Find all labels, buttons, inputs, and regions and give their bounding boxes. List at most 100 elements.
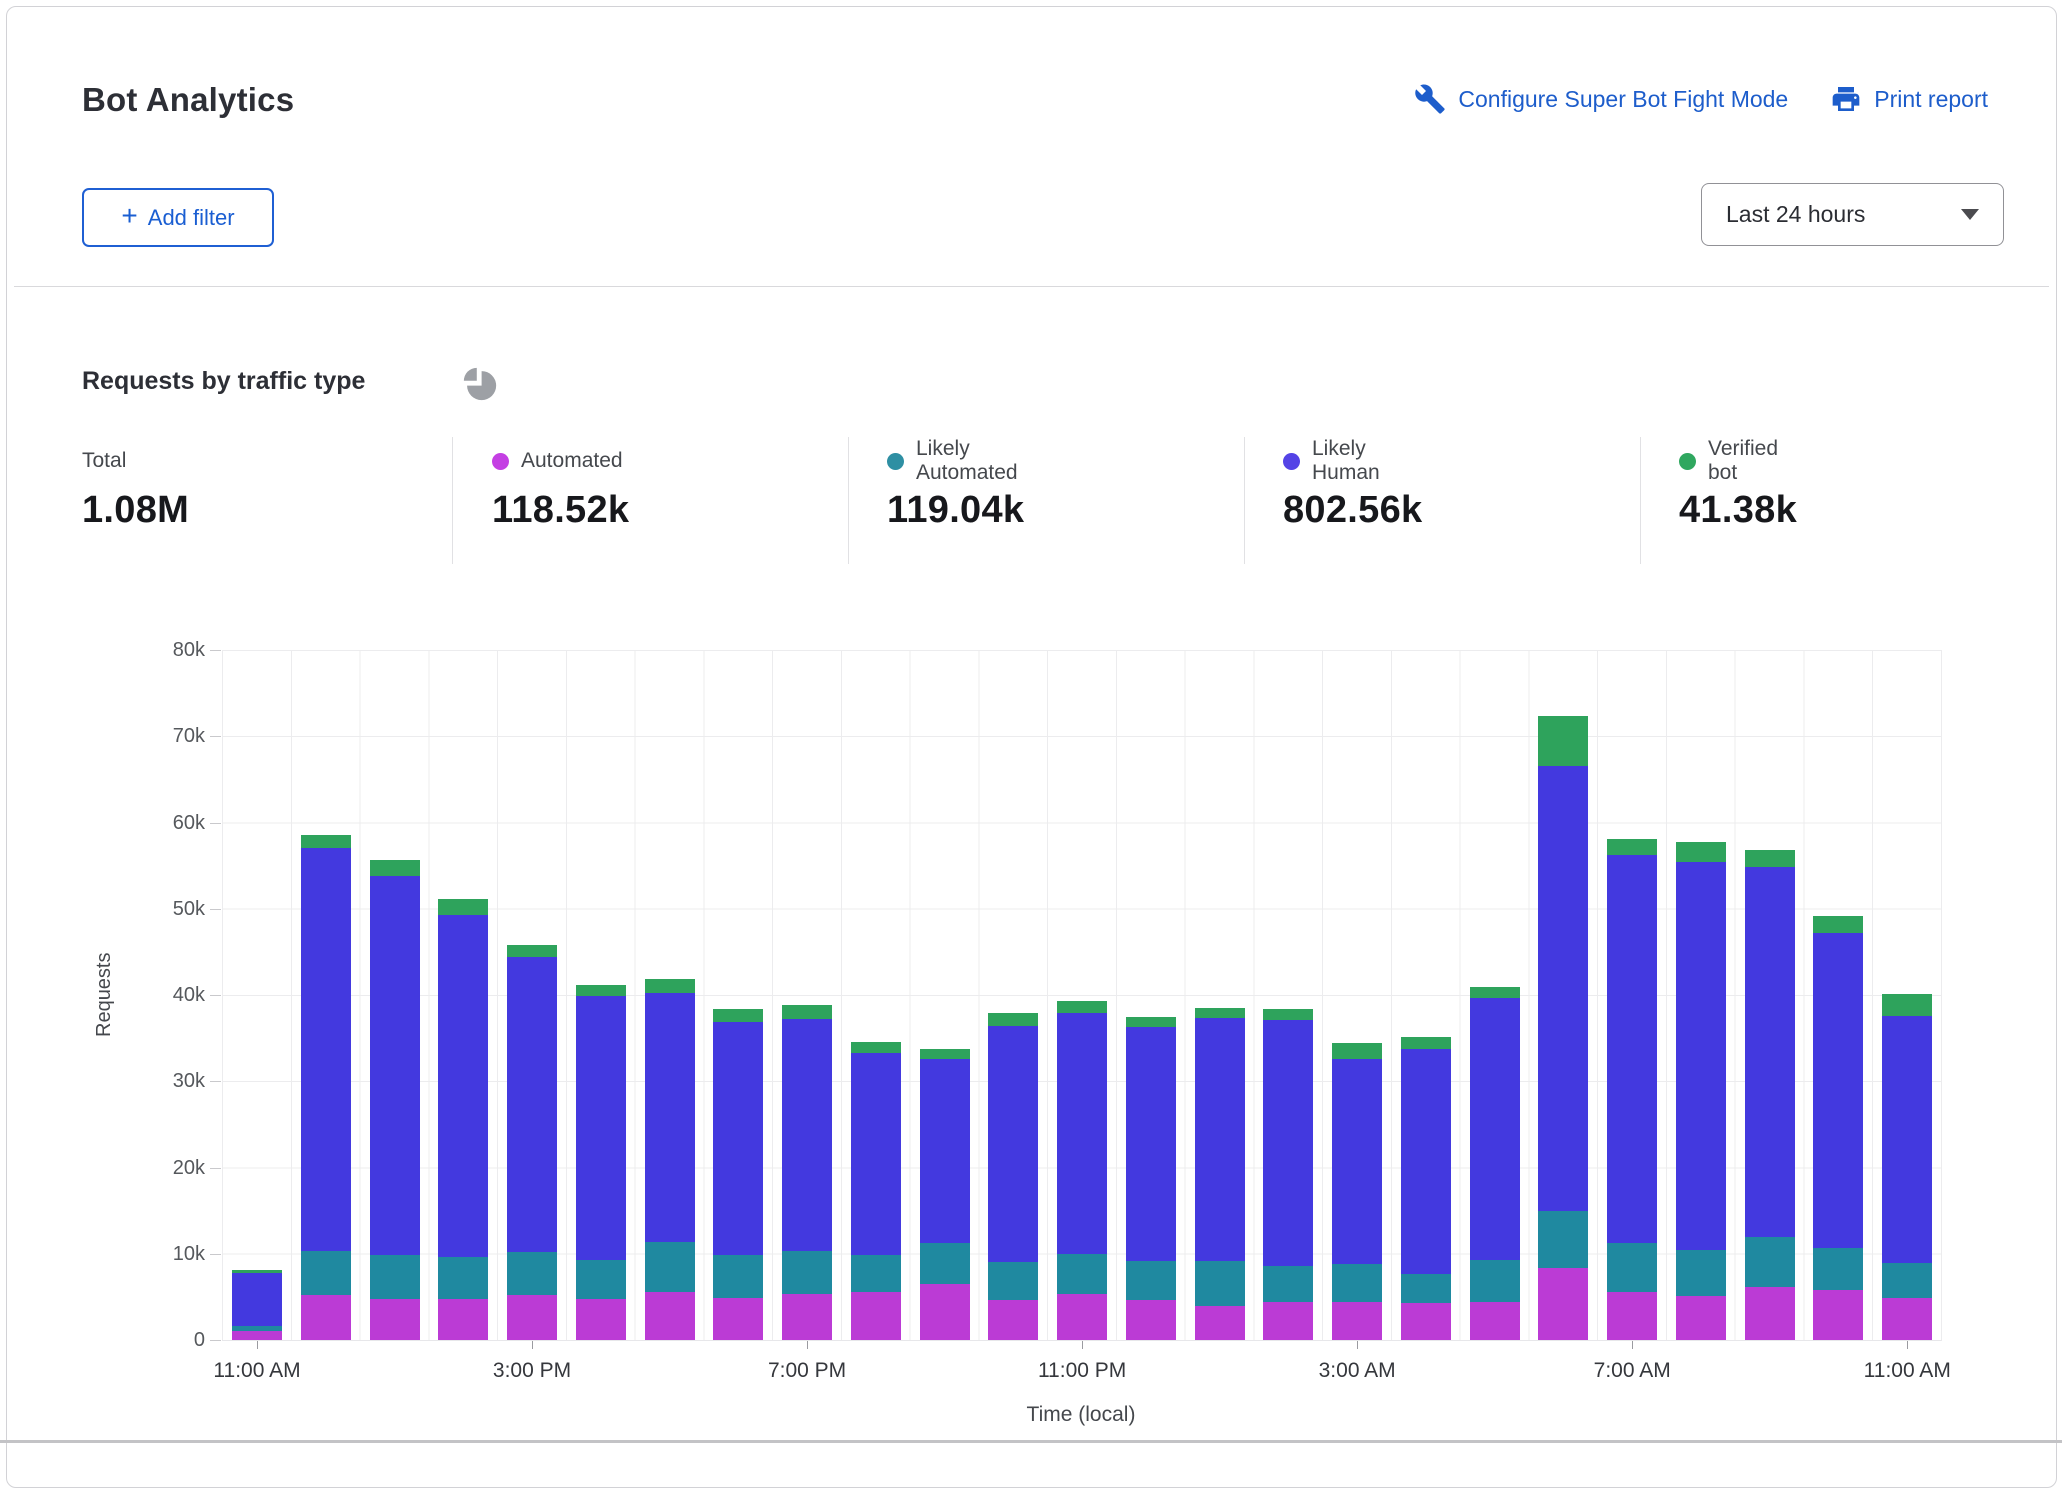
bar-7-6-00-pm[interactable]	[713, 1008, 764, 1340]
bar-segment-likely-automated[interactable]	[1538, 1210, 1589, 1269]
bar-18-5-00-am[interactable]	[1469, 987, 1520, 1340]
bar-segment-verified-bot[interactable]	[1813, 915, 1864, 933]
bar-segment-verified-bot[interactable]	[1400, 1037, 1451, 1050]
bar-segment-verified-bot[interactable]	[507, 945, 558, 958]
bar-segment-likely-automated[interactable]	[575, 1259, 626, 1299]
bar-segment-automated[interactable]	[1125, 1300, 1176, 1340]
bar-segment-automated[interactable]	[438, 1299, 489, 1340]
bar-14-1-00-am[interactable]	[1194, 1007, 1245, 1340]
bar-segment-likely-human[interactable]	[300, 847, 351, 1252]
bar-segment-automated[interactable]	[1057, 1294, 1108, 1340]
bar-3-2-00-pm[interactable]	[438, 899, 489, 1340]
bar-segment-likely-human[interactable]	[232, 1272, 282, 1327]
bar-segment-likely-human[interactable]	[1744, 867, 1795, 1237]
add-filter-button[interactable]: + Add filter	[82, 188, 274, 247]
bar-segment-automated[interactable]	[1882, 1297, 1933, 1340]
bar-segment-likely-automated[interactable]	[1469, 1259, 1520, 1303]
bar-segment-verified-bot[interactable]	[644, 978, 695, 994]
configure-super-bot-fight-mode-link[interactable]: Configure Super Bot Fight Mode	[1414, 83, 1788, 115]
stat-likely-automated[interactable]: Likely Automated 119.04k	[887, 437, 1024, 532]
bar-segment-likely-human[interactable]	[1538, 766, 1589, 1211]
stat-likely-human[interactable]: Likely Human 802.56k	[1283, 437, 1422, 532]
bar-segment-verified-bot[interactable]	[1057, 1001, 1108, 1014]
bar-segment-verified-bot[interactable]	[1194, 1007, 1245, 1019]
bar-segment-likely-automated[interactable]	[988, 1261, 1039, 1301]
bar-segment-likely-automated[interactable]	[438, 1257, 489, 1300]
bar-segment-likely-human[interactable]	[644, 993, 695, 1242]
bar-segment-likely-automated[interactable]	[1263, 1265, 1314, 1303]
bar-segment-likely-human[interactable]	[1263, 1020, 1314, 1266]
bar-segment-verified-bot[interactable]	[713, 1008, 764, 1022]
bar-segment-likely-automated[interactable]	[1400, 1274, 1451, 1303]
bar-segment-verified-bot[interactable]	[988, 1013, 1039, 1027]
bar-22-9-00-am[interactable]	[1744, 850, 1795, 1340]
bar-segment-likely-automated[interactable]	[850, 1254, 901, 1292]
bar-segment-likely-human[interactable]	[1332, 1058, 1383, 1265]
bar-segment-likely-automated[interactable]	[1332, 1264, 1383, 1303]
bar-segment-likely-automated[interactable]	[713, 1254, 764, 1298]
bar-segment-verified-bot[interactable]	[1882, 994, 1933, 1016]
stat-automated[interactable]: Automated 118.52k	[492, 447, 629, 532]
bar-segment-verified-bot[interactable]	[1125, 1016, 1176, 1027]
bar-0-11-00-am[interactable]	[232, 1270, 282, 1340]
bar-segment-likely-human[interactable]	[1813, 932, 1864, 1248]
bar-segment-automated[interactable]	[1263, 1302, 1314, 1340]
bar-segment-likely-human[interactable]	[713, 1021, 764, 1255]
bar-segment-verified-bot[interactable]	[1469, 987, 1520, 998]
bar-segment-automated[interactable]	[300, 1295, 351, 1340]
bar-segment-likely-human[interactable]	[1125, 1026, 1176, 1261]
bar-segment-automated[interactable]	[1332, 1302, 1383, 1340]
bar-2-1-00-pm[interactable]	[369, 859, 420, 1340]
bar-segment-verified-bot[interactable]	[438, 899, 489, 915]
bar-segment-likely-automated[interactable]	[919, 1243, 970, 1284]
bar-segment-likely-human[interactable]	[1400, 1049, 1451, 1275]
bar-segment-likely-human[interactable]	[1882, 1015, 1933, 1264]
bar-segment-likely-automated[interactable]	[507, 1252, 558, 1296]
bar-segment-likely-human[interactable]	[1194, 1018, 1245, 1261]
bar-segment-automated[interactable]	[988, 1300, 1039, 1340]
bar-19-6-00-am[interactable]	[1538, 715, 1589, 1340]
bar-4-3-00-pm[interactable]	[507, 945, 558, 1340]
time-range-select[interactable]: Last 24 hours	[1701, 183, 2004, 246]
bar-23-10-00-am[interactable]	[1813, 915, 1864, 1340]
bar-15-2-00-am[interactable]	[1263, 1008, 1314, 1340]
bar-segment-automated[interactable]	[1469, 1302, 1520, 1340]
bar-segment-automated[interactable]	[1194, 1306, 1245, 1340]
bar-8-7-00-pm[interactable]	[782, 1004, 833, 1340]
bar-segment-likely-automated[interactable]	[1607, 1242, 1658, 1292]
bar-segment-likely-automated[interactable]	[1057, 1253, 1108, 1295]
bar-segment-automated[interactable]	[1400, 1302, 1451, 1340]
bar-24-11-00-am[interactable]	[1882, 994, 1933, 1340]
bar-segment-likely-human[interactable]	[1675, 862, 1726, 1251]
bar-segment-likely-human[interactable]	[850, 1052, 901, 1255]
bar-10-9-00-pm[interactable]	[919, 1049, 970, 1340]
bar-segment-likely-automated[interactable]	[1675, 1250, 1726, 1297]
bar-5-4-00-pm[interactable]	[575, 984, 626, 1340]
bar-segment-verified-bot[interactable]	[1538, 715, 1589, 767]
bar-segment-automated[interactable]	[782, 1294, 833, 1340]
bar-segment-automated[interactable]	[919, 1283, 970, 1340]
bar-segment-likely-human[interactable]	[988, 1026, 1039, 1262]
bar-segment-verified-bot[interactable]	[369, 859, 420, 876]
bar-segment-likely-human[interactable]	[1057, 1013, 1108, 1254]
bar-segment-verified-bot[interactable]	[1675, 842, 1726, 863]
bar-segment-likely-human[interactable]	[1607, 855, 1658, 1243]
bar-segment-likely-automated[interactable]	[1744, 1236, 1795, 1287]
bar-segment-verified-bot[interactable]	[1744, 850, 1795, 868]
stat-verified-bot[interactable]: Verified bot 41.38k	[1679, 437, 1797, 532]
bar-segment-likely-human[interactable]	[369, 875, 420, 1256]
bar-segment-automated[interactable]	[232, 1331, 282, 1340]
bar-12-11-00-pm[interactable]	[1057, 1001, 1108, 1340]
bar-segment-automated[interactable]	[1538, 1268, 1589, 1340]
bar-segment-likely-automated[interactable]	[300, 1251, 351, 1296]
bar-segment-automated[interactable]	[1675, 1296, 1726, 1340]
bar-6-5-00-pm[interactable]	[644, 978, 695, 1340]
bar-segment-automated[interactable]	[507, 1295, 558, 1340]
stat-total[interactable]: Total 1.08M	[82, 447, 189, 532]
bar-segment-verified-bot[interactable]	[232, 1270, 282, 1273]
bar-segment-likely-automated[interactable]	[1813, 1247, 1864, 1290]
bar-17-4-00-am[interactable]	[1400, 1037, 1451, 1340]
bar-21-8-00-am[interactable]	[1675, 842, 1726, 1340]
bar-segment-verified-bot[interactable]	[1332, 1043, 1383, 1059]
bar-segment-likely-automated[interactable]	[232, 1326, 282, 1332]
